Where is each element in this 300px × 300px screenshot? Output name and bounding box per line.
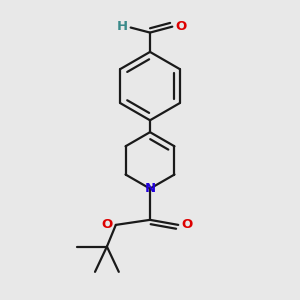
- Text: O: O: [182, 218, 193, 231]
- Text: O: O: [101, 218, 112, 231]
- Text: N: N: [144, 182, 156, 195]
- Text: H: H: [117, 20, 128, 33]
- Text: O: O: [176, 20, 187, 33]
